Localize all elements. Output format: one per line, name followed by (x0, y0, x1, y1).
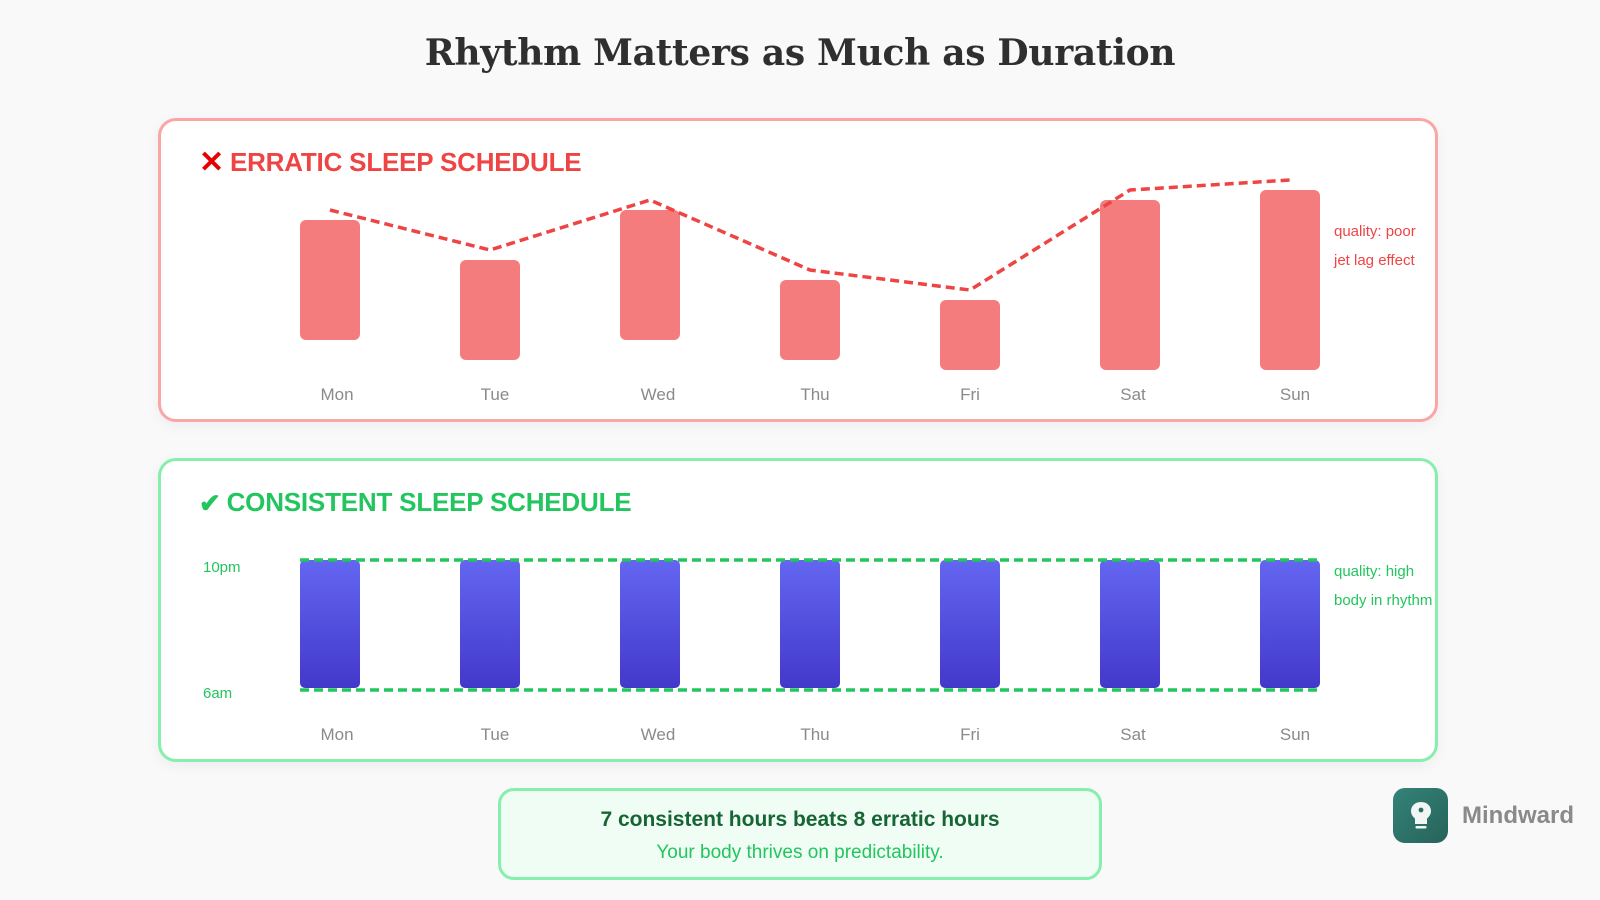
axis-label-10pm: 10pm (203, 559, 241, 576)
summary-headline: 7 consistent hours beats 8 erratic hours (600, 808, 1000, 831)
erratic-card-title: ✕ ERRATIC SLEEP SCHEDULE (199, 145, 582, 179)
consistent-note-rhythm: body in rhythm (1334, 592, 1433, 609)
summary-subline: Your body thrives on predictability. (656, 842, 944, 863)
lightbulb-icon (1410, 801, 1431, 828)
brand-logo (1393, 788, 1448, 843)
page-title: Rhythm Matters as Much as Duration (424, 32, 1176, 74)
summary-callout: 7 consistent hours beats 8 erratic hours… (498, 788, 1102, 880)
x-mark-icon: ✕ (199, 145, 224, 179)
erratic-title-text: ERRATIC SLEEP SCHEDULE (229, 147, 582, 177)
consistent-schedule-card: ✔ CONSISTENT SLEEP SCHEDULE 10pm 6am qua… (158, 458, 1438, 762)
consistent-card-title: ✔ CONSISTENT SLEEP SCHEDULE (199, 487, 632, 518)
erratic-note-effect: jet lag effect (1334, 252, 1415, 269)
brand-name: Mindward (1462, 801, 1574, 829)
erratic-schedule-card: ✕ ERRATIC SLEEP SCHEDULE quality: poor j… (158, 118, 1438, 422)
consistent-title-text: CONSISTENT SLEEP SCHEDULE (226, 487, 632, 517)
brand: Mindward (1393, 788, 1574, 843)
consistent-note-quality: quality: high (1334, 563, 1415, 580)
check-icon: ✔ (199, 487, 221, 518)
erratic-note-quality: quality: poor (1334, 223, 1416, 240)
axis-label-6am: 6am (203, 685, 233, 702)
